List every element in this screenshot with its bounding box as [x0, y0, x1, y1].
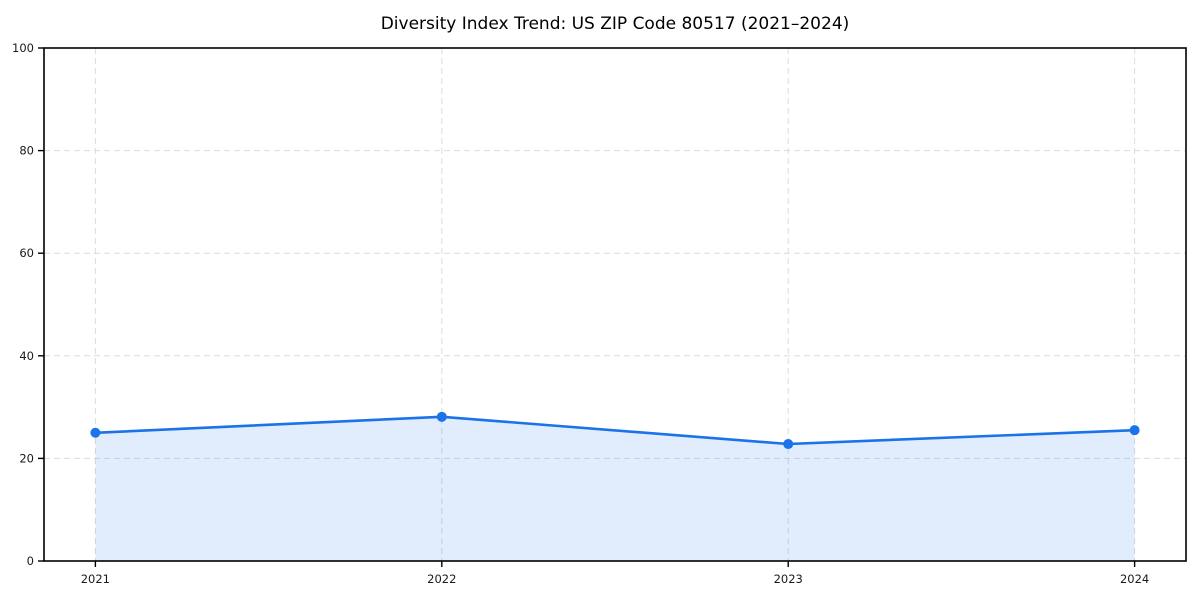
- y-axis-tick-label: 100: [12, 41, 34, 55]
- y-axis-tick-label: 60: [19, 246, 34, 260]
- data-point-2022: [436, 411, 447, 422]
- x-axis-tick-label: 2021: [81, 572, 110, 586]
- plot-area: 0 20 40 60 80 100 2021 2022 2023 2024: [12, 41, 1187, 586]
- x-axis-tick-label: 2024: [1120, 572, 1149, 586]
- x-axis-tick-label: 2023: [774, 572, 803, 586]
- data-point-2023: [783, 439, 794, 450]
- data-point-2021: [90, 427, 101, 438]
- chart-title: Diversity Index Trend: US ZIP Code 80517…: [381, 14, 850, 34]
- trend-line: [94, 415, 1136, 446]
- area-fill: [95, 416, 1135, 561]
- x-axis-tick-label: 2022: [427, 572, 456, 586]
- plot-border: [43, 47, 1187, 562]
- data-point-2024: [1129, 425, 1140, 436]
- y-axis-tick-label: 40: [19, 349, 34, 363]
- y-axis-tick-label: 80: [19, 144, 34, 158]
- y-axis-tick-label: 0: [27, 554, 34, 568]
- plot-background: [44, 48, 1186, 561]
- y-axis-tick-label: 20: [19, 451, 34, 465]
